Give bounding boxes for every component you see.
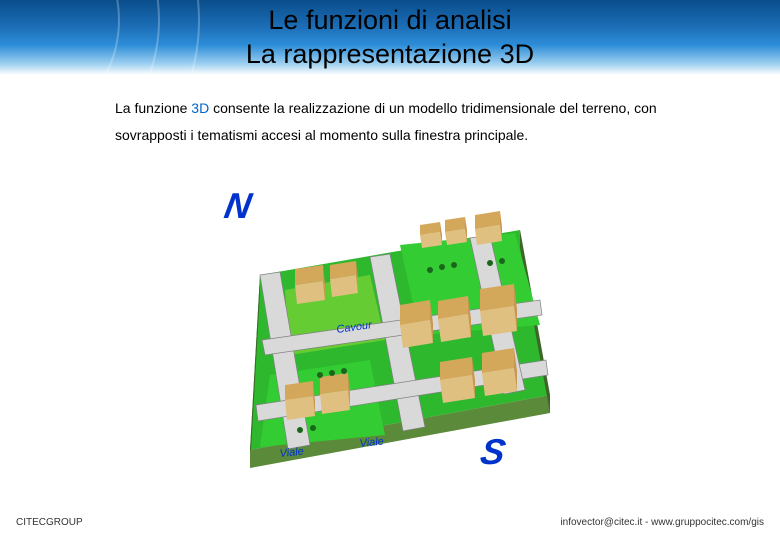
footer-left: CITECGROUP bbox=[16, 517, 83, 528]
header-band: Le funzioni di analisi La rappresentazio… bbox=[0, 0, 780, 75]
terrain-3d-model: N S bbox=[190, 175, 590, 485]
road-label-viale-2: Viale bbox=[359, 436, 384, 450]
road-label-viale-1: Viale bbox=[279, 446, 304, 460]
body-text-before: La funzione bbox=[115, 100, 191, 116]
terrain-svg: Cavour Viale Viale bbox=[190, 175, 590, 485]
title-line-2: La rappresentazione 3D bbox=[0, 38, 780, 72]
body-highlight-3d: 3D bbox=[191, 100, 209, 116]
title-block: Le funzioni di analisi La rappresentazio… bbox=[0, 4, 780, 72]
footer-right: infovector@citec.it - www.gruppocitec.co… bbox=[560, 517, 764, 528]
title-line-1: Le funzioni di analisi bbox=[0, 4, 780, 38]
body-paragraph: La funzione 3D consente la realizzazione… bbox=[115, 95, 720, 148]
